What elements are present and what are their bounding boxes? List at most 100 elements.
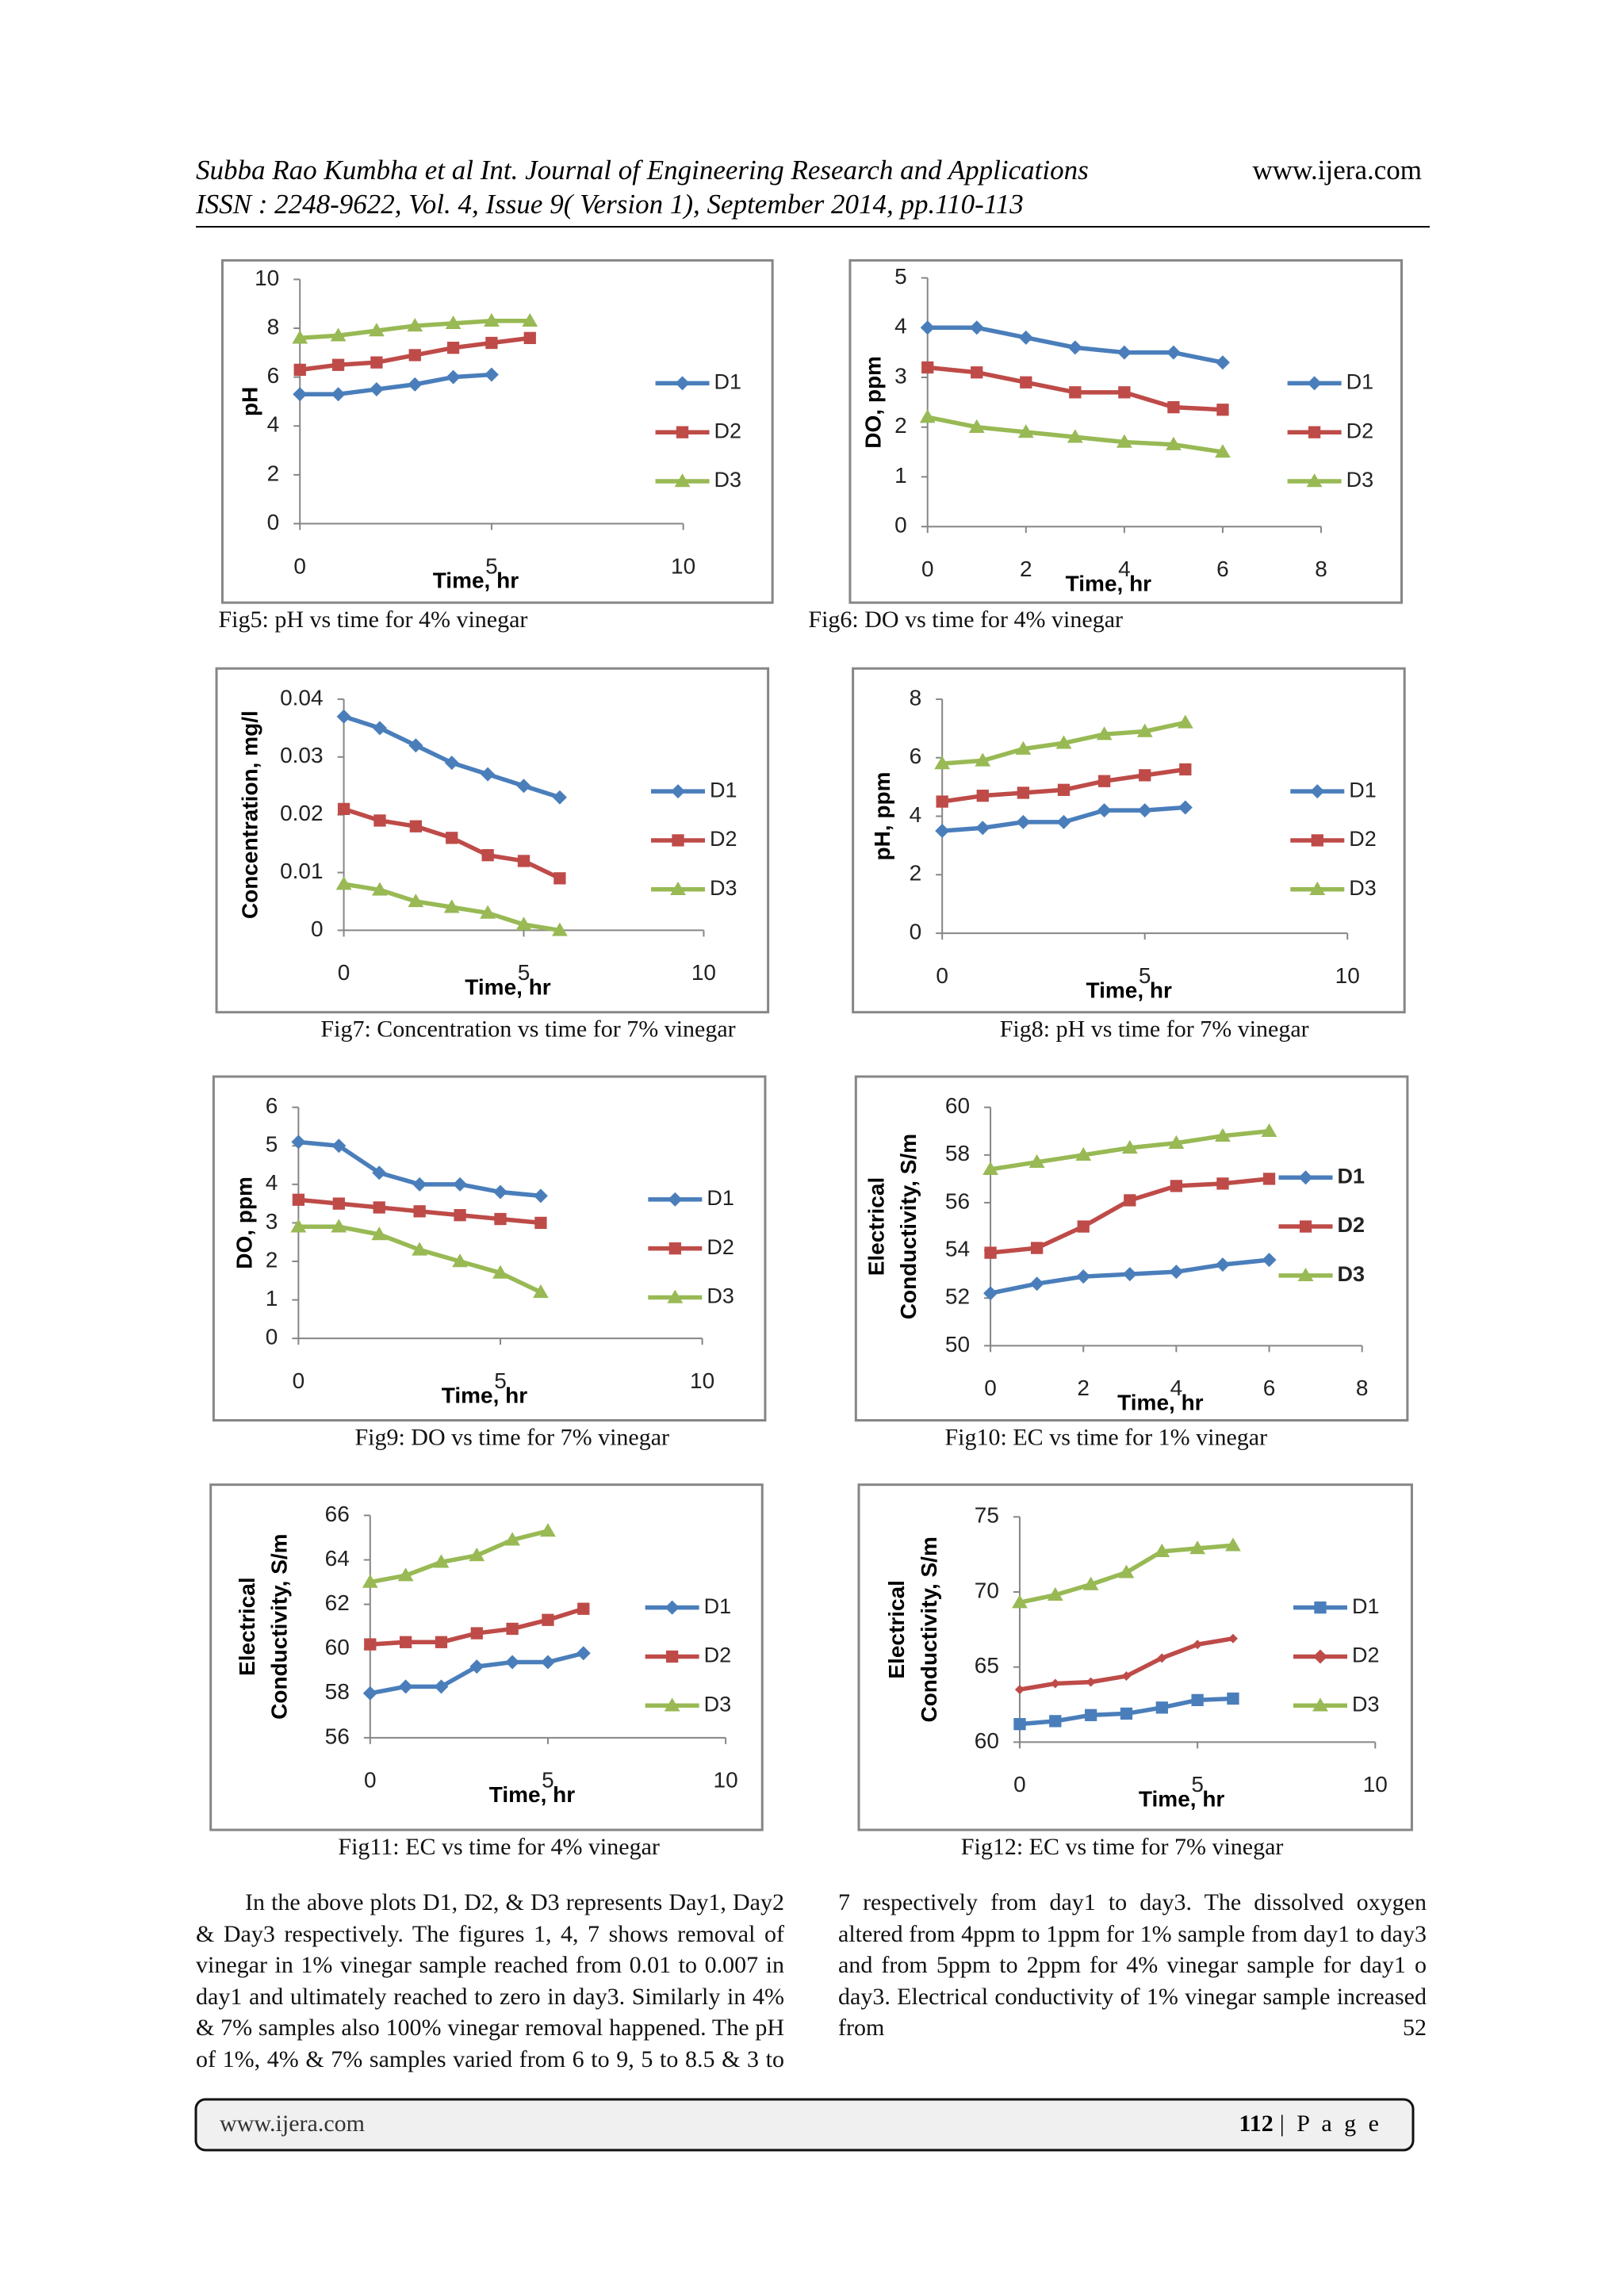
marker bbox=[331, 358, 345, 371]
x-tick-label: 4 bbox=[1170, 1376, 1183, 1400]
marker bbox=[408, 377, 423, 392]
y-tick-label: 60 bbox=[325, 1635, 350, 1659]
marker bbox=[331, 1138, 347, 1154]
y-tick-label: 0.02 bbox=[280, 801, 324, 825]
chart: 0 1 2 3 4 5 0 2 4 6 8 Time, hr DO, ppm D1 D2 D3 bbox=[848, 258, 1404, 604]
marker bbox=[335, 876, 352, 890]
x-tick-label: 0 bbox=[1013, 1772, 1026, 1797]
marker bbox=[1168, 1135, 1185, 1149]
chart: 50 52 54 56 58 60 0 2 4 6 8 Time, hr Electrical Condu… bbox=[854, 1075, 1409, 1422]
y-tick-label: 0 bbox=[894, 513, 907, 538]
marker bbox=[446, 369, 461, 385]
legend-marker bbox=[1309, 881, 1326, 895]
marker bbox=[1077, 1220, 1090, 1233]
header-journal: Subba Rao Kumbha et al Int. Journal of E… bbox=[196, 155, 1089, 186]
marker bbox=[412, 1177, 427, 1192]
marker bbox=[935, 823, 950, 838]
legend-label: D2 bbox=[714, 419, 742, 442]
y-tick-label: 0.01 bbox=[280, 859, 324, 883]
y-tick-label: 3 bbox=[266, 1209, 278, 1234]
marker bbox=[1097, 775, 1111, 787]
y-tick-label: 4 bbox=[910, 802, 922, 827]
legend-marker bbox=[667, 1289, 684, 1303]
legend-marker bbox=[1297, 1267, 1314, 1282]
marker bbox=[540, 1655, 555, 1670]
legend-marker bbox=[668, 1242, 681, 1255]
x-tick-label: 4 bbox=[1118, 557, 1131, 581]
figure-caption: Fig5: pH vs time for 4% vinegar bbox=[218, 607, 527, 633]
marker bbox=[398, 1679, 413, 1694]
header-issue: ISSN : 2248-9622, Vol. 4, Issue 9( Versi… bbox=[195, 189, 1024, 220]
marker bbox=[485, 336, 498, 350]
marker bbox=[1050, 1678, 1060, 1689]
marker bbox=[1084, 1709, 1097, 1721]
legend-label: D2 bbox=[1349, 827, 1377, 851]
y-tick-label: 65 bbox=[975, 1653, 999, 1678]
marker bbox=[480, 905, 496, 919]
marker bbox=[1057, 783, 1071, 796]
legend-marker bbox=[1308, 426, 1321, 438]
legend-label: D3 bbox=[714, 468, 742, 492]
x-tick-label: 10 bbox=[1363, 1772, 1388, 1797]
marker bbox=[1122, 1267, 1137, 1282]
x-tick-label: 5 bbox=[494, 1368, 507, 1393]
marker bbox=[331, 387, 346, 402]
marker bbox=[444, 756, 459, 771]
y-tick-label: 64 bbox=[325, 1546, 350, 1571]
marker bbox=[1013, 1718, 1026, 1731]
chart: 0 0.01 0.02 0.03 0.04 0 5 10 Time, hr Concentrati… bbox=[215, 667, 770, 1014]
y-axis-title: DO, ppm bbox=[861, 356, 886, 449]
y-tick-label: 2 bbox=[910, 861, 922, 886]
marker bbox=[331, 1219, 347, 1233]
marker bbox=[1167, 400, 1180, 414]
legend-label: D1 bbox=[1346, 370, 1374, 394]
marker bbox=[407, 318, 423, 332]
legend-label: D1 bbox=[704, 1594, 732, 1618]
legend-label: D1 bbox=[1352, 1594, 1380, 1618]
marker bbox=[291, 1135, 306, 1150]
marker bbox=[446, 832, 458, 844]
y-axis-title: Concentration, mg/l bbox=[238, 710, 262, 919]
x-tick-label: 8 bbox=[1356, 1376, 1369, 1400]
marker bbox=[576, 1646, 591, 1661]
y-tick-label: 6 bbox=[266, 1093, 278, 1118]
marker bbox=[551, 922, 568, 936]
marker bbox=[293, 387, 308, 402]
marker bbox=[408, 349, 421, 362]
marker bbox=[577, 1602, 590, 1615]
legend-marker bbox=[675, 376, 690, 391]
legend-marker bbox=[664, 1697, 680, 1712]
x-tick-label: 0 bbox=[936, 963, 948, 988]
marker bbox=[984, 1246, 997, 1259]
figure-caption: Fig8: pH vs time for 7% vinegar bbox=[1000, 1016, 1309, 1043]
footer-bar bbox=[194, 2098, 1415, 2152]
legend-label: D2 bbox=[707, 1235, 734, 1259]
marker bbox=[336, 709, 351, 724]
y-axis-title: pH, ppm bbox=[870, 772, 894, 861]
y-tick-label: 52 bbox=[945, 1284, 970, 1309]
marker bbox=[1215, 1257, 1230, 1272]
marker bbox=[369, 323, 385, 337]
marker bbox=[494, 1212, 507, 1226]
marker bbox=[1029, 1276, 1044, 1292]
legend-label: D2 bbox=[1346, 419, 1374, 442]
y-tick-label: 1 bbox=[894, 463, 907, 488]
marker bbox=[408, 738, 423, 753]
marker bbox=[454, 1209, 466, 1222]
marker bbox=[364, 1638, 377, 1651]
marker bbox=[292, 330, 308, 344]
chart: 56 58 60 62 64 66 0 5 10 Time, hr Electrical Conduc… bbox=[209, 1483, 764, 1831]
x-tick-label: 0 bbox=[293, 1368, 305, 1393]
legend-label: D2 bbox=[1352, 1644, 1380, 1667]
y-axis-title: Conductivity, S/m bbox=[267, 1533, 292, 1719]
legend-label: D1 bbox=[1349, 778, 1377, 802]
marker bbox=[433, 1554, 450, 1568]
marker bbox=[1015, 740, 1032, 755]
page-number: 112 bbox=[1239, 2110, 1273, 2137]
legend-marker bbox=[1310, 784, 1325, 799]
marker bbox=[1120, 1707, 1133, 1720]
legend-label: D3 bbox=[1346, 468, 1374, 492]
marker bbox=[470, 1627, 483, 1640]
y-tick-label: 56 bbox=[325, 1724, 350, 1748]
y-tick-label: 66 bbox=[325, 1502, 350, 1526]
